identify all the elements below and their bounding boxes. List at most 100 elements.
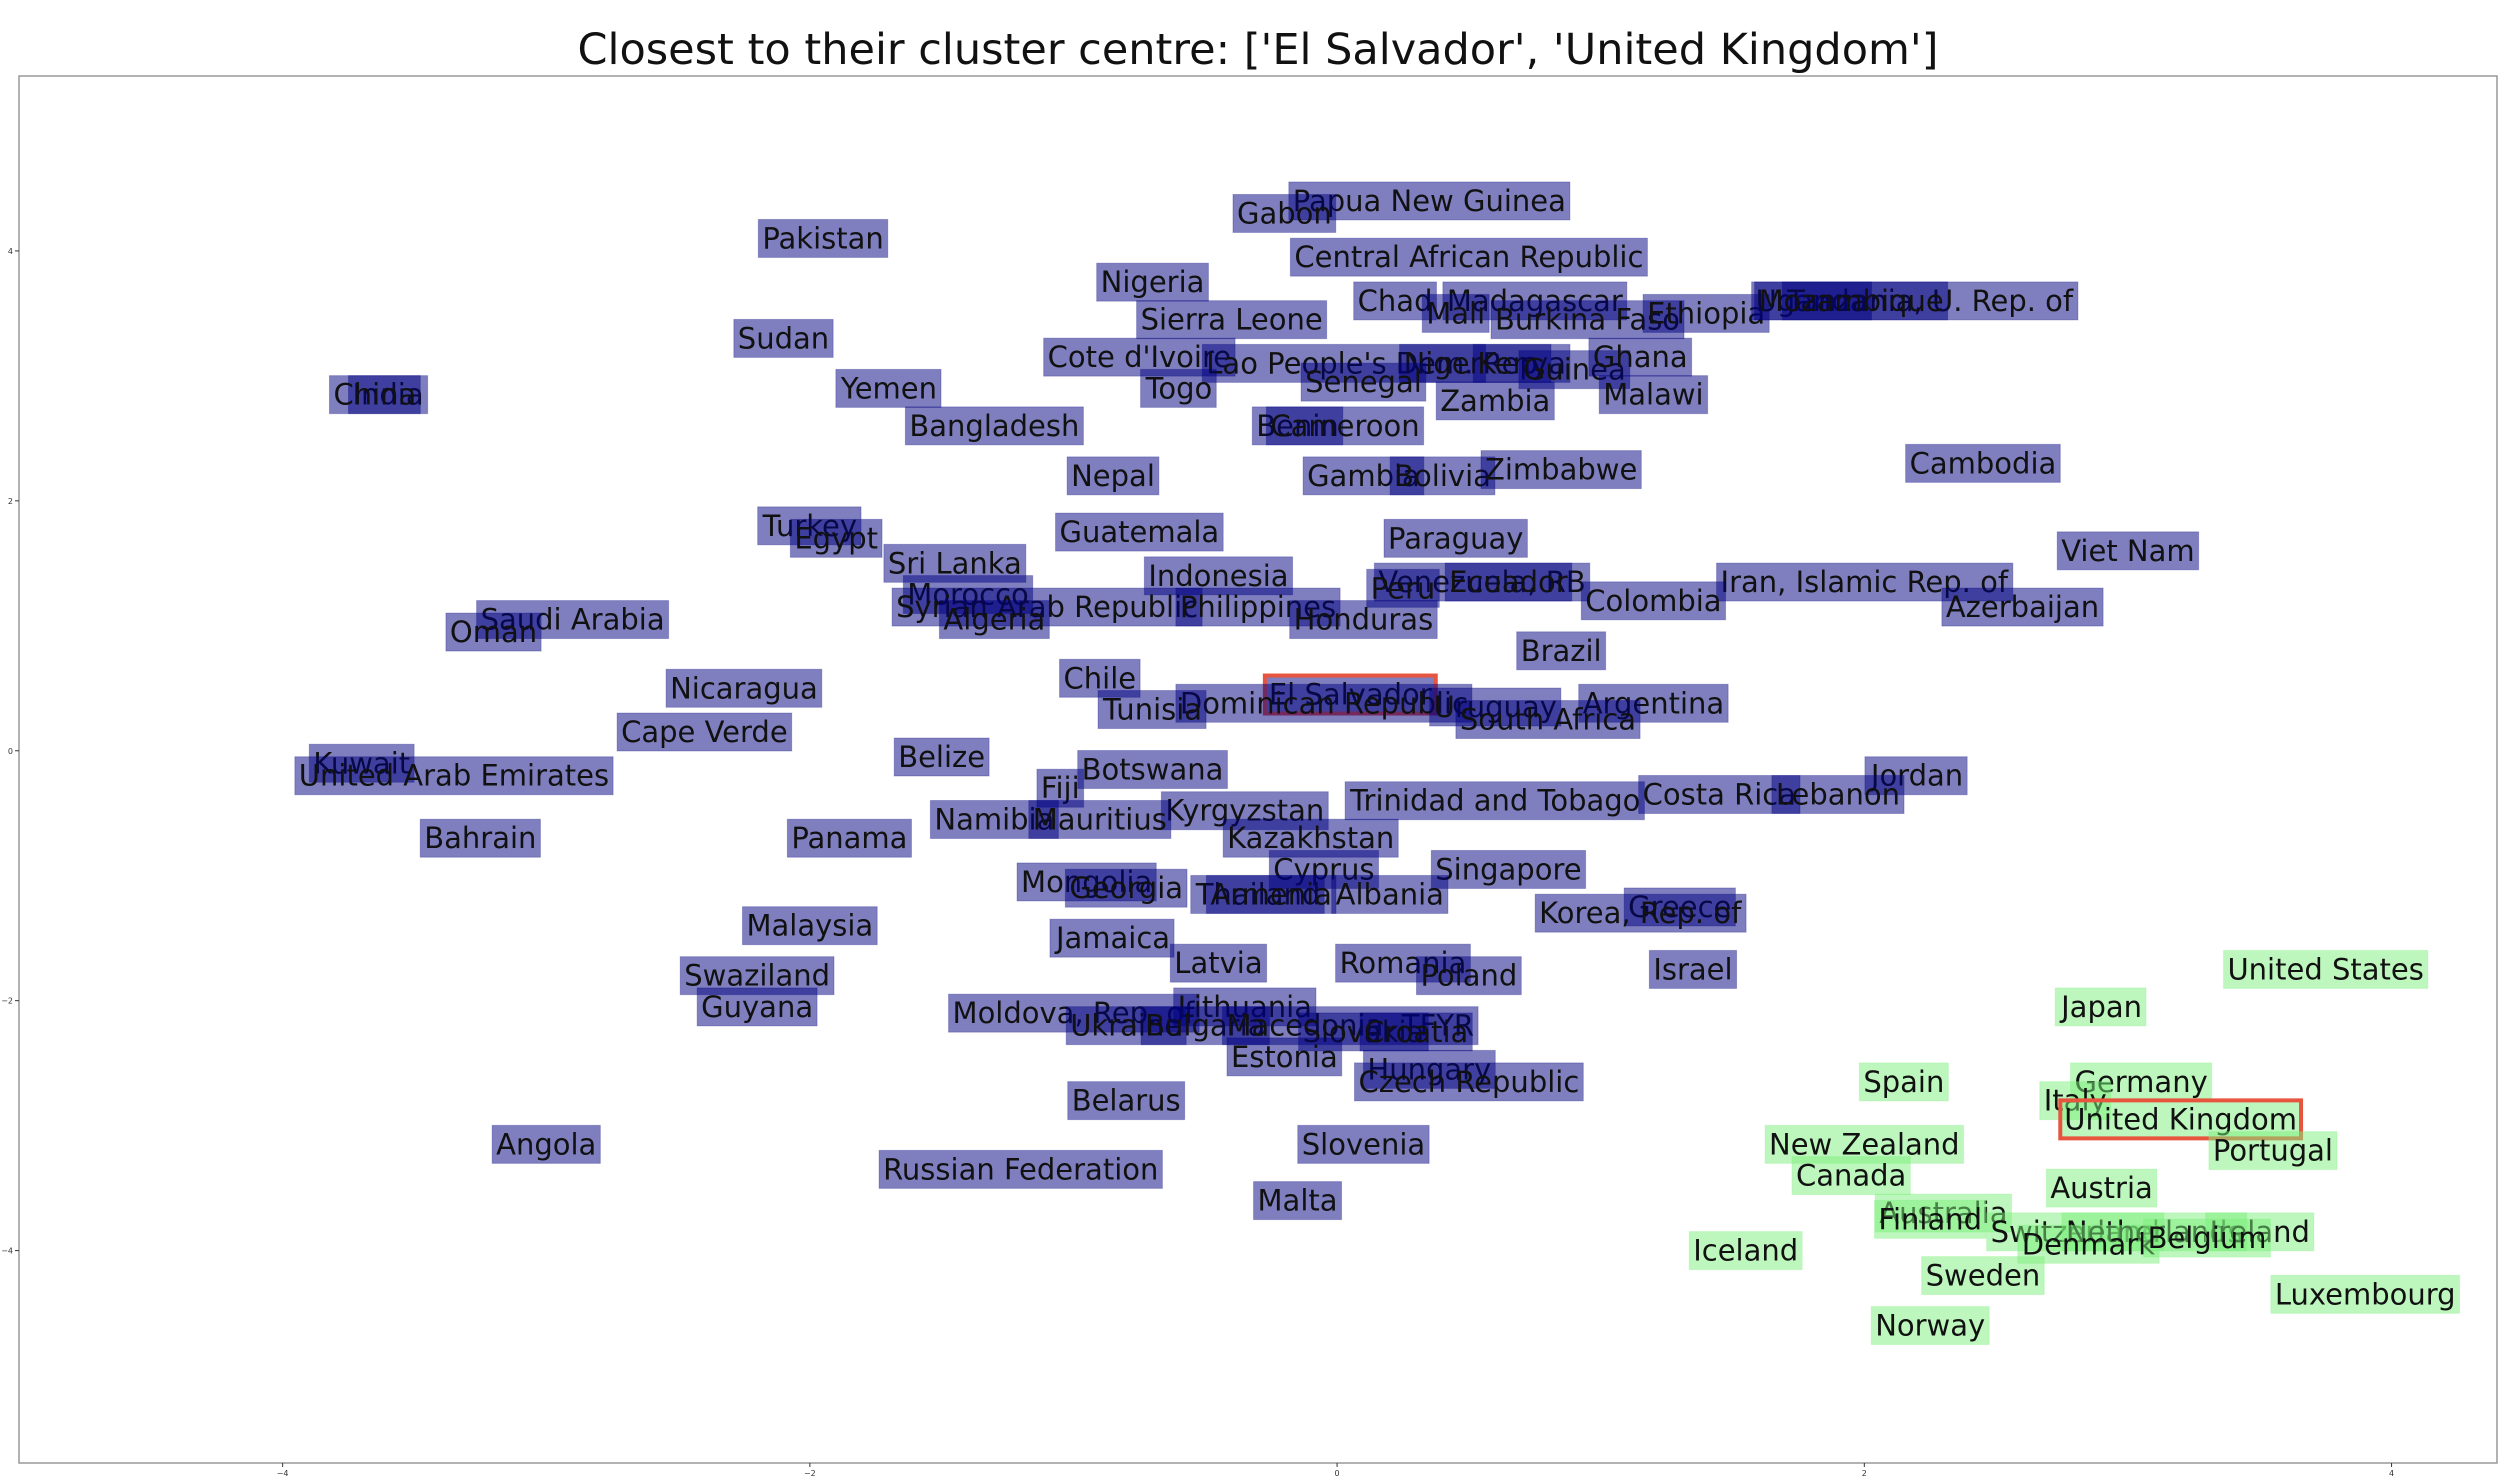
country-label-text: Latvia [1174,946,1262,980]
country-label-box [1754,281,1949,321]
country-label-text: Gabon [1237,196,1332,230]
country-label-point: Yemen [835,368,942,408]
country-label-text: Ethiopia [1647,296,1765,330]
country-label-text: Cote d'Ivoire [1048,340,1231,374]
country-label-text: Yemen [840,371,937,405]
country-label-point: Sweden [1921,1256,2045,1296]
country-label-box [1415,956,1522,996]
country-label-box [1870,1306,1990,1346]
country-label-text: Algeria [943,603,1045,637]
country-label-text: Korea, Rep. of [1539,896,1742,930]
country-label-point: Brazil [1516,631,1607,671]
country-label-text: Bahrain [424,821,536,855]
country-label-point: Cape Verde [616,712,793,752]
country-label-point: Zimbabwe [1480,450,1642,490]
country-label-text: Tunisia [1102,693,1202,727]
country-label-box [1289,237,1648,277]
country-label-text: Portugal [2213,1134,2333,1168]
country-label-text: Fiji [1041,771,1080,805]
country-label-point: Mali [1421,293,1490,333]
country-label-box [1226,1037,1343,1077]
country-label-text: Cambodia [1910,446,2057,480]
country-label-text: Chad [1358,284,1433,318]
country-label-point: Norway [1870,1306,1990,1346]
country-label-box [1297,1124,1430,1164]
country-label-text: Israel [1653,952,1732,986]
y-tick-label: −4 [1,1247,13,1256]
y-tick-label: 4 [8,247,13,256]
country-label-text: Togo [1145,371,1213,405]
country-label-point: Senegal [1300,362,1427,402]
country-label-box [1049,918,1175,958]
country-label-point: Malaysia [741,906,878,946]
country-label-point: Mauritius [1028,799,1172,839]
country-label-text: Chile [1064,661,1137,695]
country-label-text: Denmark [2022,1227,2155,1261]
country-label-point: Bolivia [1389,456,1496,496]
country-label-text: Malawi [1603,378,1703,412]
x-tick-label: 0 [1335,1469,1340,1478]
country-label-text: Cameroon [1270,409,1419,443]
country-label-point: Albania [1331,874,1449,914]
country-label-box [1921,1256,2045,1296]
country-label-point: Zambia [1435,381,1555,421]
country-label-box [1905,443,2061,483]
country-label-text: Ghana [1593,340,1688,374]
country-label-point: Latvia [1169,943,1268,983]
country-label-text: Japan [2059,990,2142,1024]
country-label-text: Nigeria [1101,265,1205,299]
country-label-text: Russian Federation [883,1152,1158,1186]
country-label-text: United Arab Emirates [299,759,609,793]
country-label-text: Sri Lanka [888,546,1022,580]
country-label-box [733,318,834,358]
country-label-box [1232,193,1337,233]
country-label-box [1300,362,1427,402]
country-label-point: Nigeria [1096,262,1209,302]
country-label-point: Egypt [789,518,883,558]
country-label-box [1028,799,1172,839]
country-label-box [1421,293,1490,333]
country-label-point: Malta [1253,1181,1343,1221]
country-label-box [2222,949,2429,989]
country-label-text: Egypt [794,521,878,555]
country-label-box [1791,1156,1911,1196]
country-label-box [1648,949,1738,989]
country-label-point: Pakistan [757,218,889,258]
country-label-point: Denmark [2017,1224,2160,1264]
country-label-point: Ghana [1588,337,1693,377]
country-label-text: Botswana [1082,753,1224,787]
country-label-box [1873,1199,1987,1239]
country-label-point: Dominican Republic [1175,683,1473,723]
country-label-point: Poland [1415,956,1522,996]
country-label-point: Belize [893,737,990,777]
country-label-point: Spain [1858,1062,1949,1102]
country-label-box [1055,512,1224,552]
country-label-text: Mozambique [1759,284,1944,318]
country-label-box [1097,690,1207,730]
country-label-text: Iceland [1693,1234,1798,1268]
country-label-point: Portugal [2208,1131,2338,1171]
country-label-text: Ecuador [1449,565,1568,599]
country-label-point: Czech Republic [1353,1062,1584,1102]
country-label-text: Swaziland [684,959,830,993]
x-tick-label: −2 [804,1469,816,1478]
country-label-point: Honduras [1289,600,1438,640]
country-label-text: Georgia [1069,871,1183,905]
country-label-text: Belarus [1072,1084,1181,1118]
country-label-box [491,1124,601,1164]
country-label-box [1516,631,1607,671]
country-label-text: Nepal [1071,459,1155,493]
country-label-point: Slovenia [1297,1124,1430,1164]
country-label-point: Belarus [1067,1081,1186,1121]
country-label-text: Slovenia [1302,1127,1425,1161]
country-label-point: Estonia [1226,1037,1343,1077]
country-label-point: Panama [786,818,912,858]
country-label-point: Guatemala [1055,512,1224,552]
country-label-text: Estonia [1231,1040,1338,1074]
country-label-box [786,818,912,858]
country-label-point: United States [2222,949,2429,989]
country-label-point: Mozambique [1754,281,1949,321]
country-label-text: Sweden [1926,1259,2041,1293]
country-label-text: Canada [1796,1159,1906,1193]
country-label-box [1066,456,1160,496]
